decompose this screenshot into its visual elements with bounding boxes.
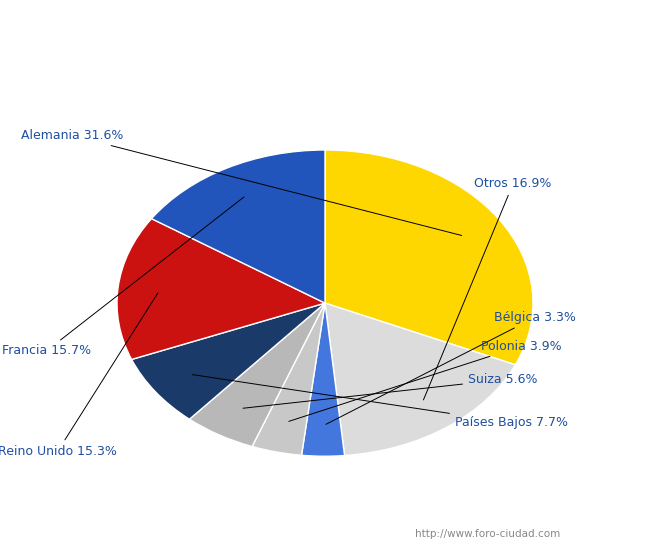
Text: Francia 15.7%: Francia 15.7% <box>2 197 244 358</box>
Text: Países Bajos 7.7%: Países Bajos 7.7% <box>192 375 568 429</box>
Wedge shape <box>131 303 325 419</box>
Wedge shape <box>189 303 325 447</box>
Wedge shape <box>325 303 515 455</box>
Text: http://www.foro-ciudad.com: http://www.foro-ciudad.com <box>415 529 560 539</box>
Text: Bélgica 3.3%: Bélgica 3.3% <box>326 311 576 425</box>
Text: Vallehermoso - Turistas extranjeros según país - Abril de 2024: Vallehermoso - Turistas extranjeros segú… <box>88 15 562 31</box>
Wedge shape <box>117 219 325 360</box>
Text: Polonia 3.9%: Polonia 3.9% <box>289 340 562 421</box>
Text: Alemania 31.6%: Alemania 31.6% <box>21 129 461 235</box>
Wedge shape <box>325 150 533 365</box>
Text: Otros 16.9%: Otros 16.9% <box>423 177 552 400</box>
Wedge shape <box>302 303 344 456</box>
Text: Suiza 5.6%: Suiza 5.6% <box>243 373 538 408</box>
Text: Reino Unido 15.3%: Reino Unido 15.3% <box>0 293 158 458</box>
Wedge shape <box>252 303 325 455</box>
Wedge shape <box>151 150 325 303</box>
